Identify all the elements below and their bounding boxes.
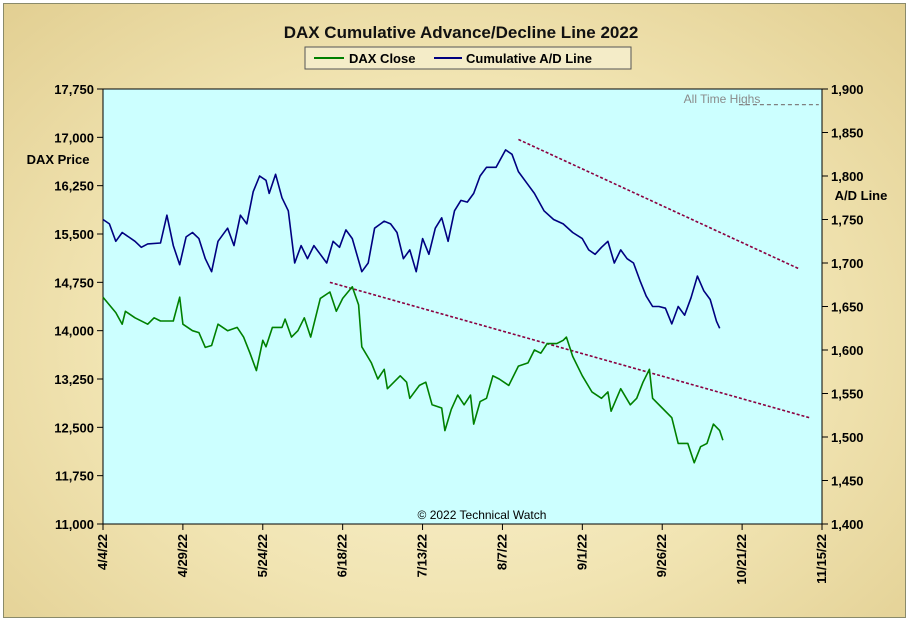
y-right-tick-label: 1,700 <box>831 256 864 271</box>
x-tick-label: 4/29/22 <box>175 534 190 577</box>
all-time-highs-label: All Time Highs <box>684 92 761 106</box>
ad-trendline <box>518 138 800 270</box>
y-left-tick-label: 17,000 <box>54 130 94 145</box>
y-right-tick-label: 1,550 <box>831 387 864 402</box>
y-right-tick-label: 1,500 <box>831 430 864 445</box>
y-right-tick-label: 1,450 <box>831 474 864 489</box>
dax-trendline <box>329 281 810 419</box>
y-right-tick-label: 1,400 <box>831 517 864 532</box>
ad-line <box>102 149 721 329</box>
y-right-tick-label: 1,800 <box>831 169 864 184</box>
y-left-tick-label: 11,000 <box>55 517 94 532</box>
y-right-axis-label: A/D Line <box>835 188 888 203</box>
y-left-tick-label: 13,250 <box>54 372 94 387</box>
x-tick-label: 9/26/22 <box>654 534 669 577</box>
y-left-axis-label: DAX Price <box>27 152 90 167</box>
dax-close-line <box>102 285 724 464</box>
y-left-tick-label: 16,250 <box>54 179 94 194</box>
y-right-tick-label: 1,900 <box>831 82 864 97</box>
y-left-tick-label: 17,750 <box>54 82 94 97</box>
y-right-tick-label: 1,750 <box>831 213 864 228</box>
y-left-tick-label: 14,000 <box>54 324 94 339</box>
x-tick-label: 9/1/22 <box>574 534 589 570</box>
y-left-tick-label: 12,500 <box>54 420 94 435</box>
plot-area <box>102 88 823 525</box>
x-tick-label: 11/15/22 <box>814 534 829 584</box>
y-right-tick-label: 1,650 <box>831 300 864 315</box>
x-tick-label: 8/7/22 <box>494 534 509 570</box>
x-tick-label: 6/18/22 <box>335 534 350 577</box>
y-right-tick-label: 1,850 <box>831 126 864 141</box>
copyright-text: © 2022 Technical Watch <box>418 508 547 522</box>
x-tick-label: 5/24/22 <box>255 534 270 577</box>
legend-label-ad-line: Cumulative A/D Line <box>466 51 592 66</box>
y-left-tick-label: 11,750 <box>55 469 94 484</box>
y-left-ticks: 17,750 17,000 16,250 15,500 14,750 14,000 13,2… <box>54 82 103 532</box>
y-left-tick-label: 14,750 <box>54 275 94 290</box>
y-left-tick-label: 15,500 <box>54 227 94 242</box>
x-ticks: 4/4/22 4/29/22 5/24/22 6/18/22 7/13/22 8/7/22… <box>95 524 829 585</box>
legend-box <box>304 46 632 70</box>
x-tick-label: 4/4/22 <box>95 534 110 570</box>
x-tick-label: 7/13/22 <box>415 534 430 577</box>
legend: DAX Close Cumulative A/D Line <box>304 46 632 70</box>
chart-title: DAX Cumulative Advance/Decline Line 2022 <box>284 23 639 42</box>
y-right-ticks: 1,900 1,850 1,800 1,750 1,700 1,650 1,600 1,550… <box>822 82 864 532</box>
series-group <box>102 104 819 464</box>
legend-label-dax-close: DAX Close <box>349 51 415 66</box>
y-right-tick-label: 1,600 <box>831 343 864 358</box>
x-tick-label: 10/21/22 <box>734 534 749 585</box>
